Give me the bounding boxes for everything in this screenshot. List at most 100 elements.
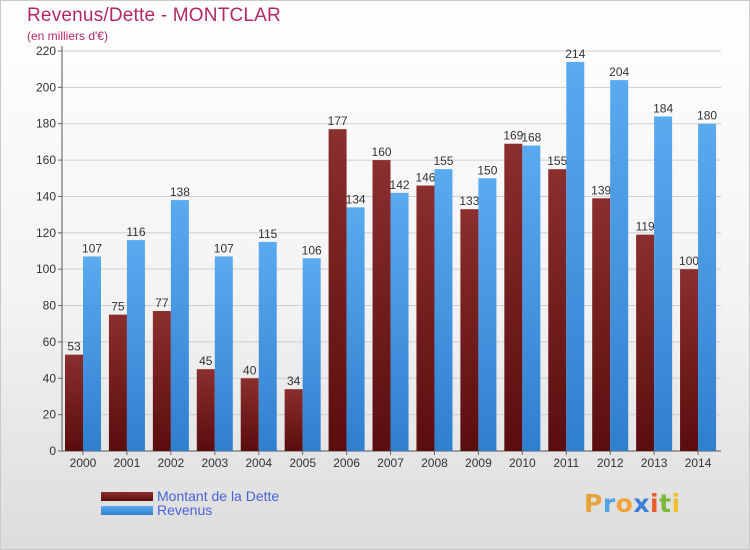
logo-letter: P (584, 489, 603, 518)
y-tick-label: 200 (36, 80, 56, 94)
data-label: 133 (459, 194, 479, 208)
x-tick-label: 2011 (553, 456, 579, 470)
data-label: 119 (636, 220, 655, 234)
data-label: 168 (521, 131, 541, 145)
y-tick-label: 220 (36, 44, 56, 58)
data-label: 169 (503, 129, 523, 143)
x-tick-label: 2008 (421, 456, 448, 470)
bar-revenue (170, 200, 189, 451)
x-tick-label: 2005 (289, 456, 316, 470)
bar-revenue (434, 169, 453, 451)
bar-revenue (522, 145, 541, 451)
data-label: 139 (591, 183, 611, 197)
x-tick-label: 2010 (509, 456, 536, 470)
chart-title: Revenus/Dette - MONTCLAR (27, 5, 281, 26)
data-label: 40 (243, 363, 257, 377)
legend-swatch-revenue (101, 505, 153, 515)
data-label: 134 (346, 192, 366, 206)
data-label: 107 (82, 241, 102, 255)
data-label: 160 (372, 145, 392, 159)
data-label: 107 (214, 241, 234, 255)
x-tick-label: 2012 (597, 456, 624, 470)
bar-revenue (214, 256, 233, 451)
x-tick-label: 2001 (114, 456, 141, 470)
legend-label-debt: Montant de la Dette (157, 488, 280, 504)
logo-letter: t (659, 489, 672, 518)
y-tick-label: 100 (36, 262, 56, 276)
bar-debt (284, 389, 303, 451)
proxiti-logo: Proxiti (584, 489, 681, 518)
bar-revenue (698, 123, 717, 452)
x-tick-label: 2014 (685, 456, 712, 470)
data-label: 150 (477, 163, 497, 177)
legend-item-debt: Montant de la Dette (101, 488, 279, 504)
y-tick-label: 120 (36, 226, 56, 240)
x-tick-label: 2004 (245, 456, 272, 470)
bar-revenue (478, 178, 497, 452)
logo-letter: x (633, 489, 650, 518)
data-label: 106 (302, 243, 322, 257)
y-tick-label: 20 (43, 408, 57, 422)
data-label: 146 (415, 171, 435, 185)
bar-debt (416, 185, 435, 451)
chart-subtitle: (en milliers d'€) (27, 29, 108, 43)
y-tick-label: 40 (43, 371, 57, 385)
bar-debt (372, 160, 391, 451)
x-tick-label: 2000 (70, 456, 97, 470)
data-label: 142 (390, 178, 410, 192)
data-label: 138 (170, 185, 190, 199)
bar-debt (240, 378, 259, 451)
bar-debt (65, 354, 83, 451)
x-tick-label: 2007 (377, 456, 404, 470)
bar-revenue (566, 61, 585, 452)
y-tick-label: 60 (43, 335, 57, 349)
x-tick-label: 2006 (333, 456, 360, 470)
data-label: 116 (126, 225, 145, 239)
data-label: 115 (258, 227, 277, 241)
bar-debt (460, 209, 479, 451)
data-label: 155 (547, 154, 567, 168)
data-label: 155 (433, 154, 453, 168)
legend-label-revenue: Revenus (157, 502, 213, 518)
bar-debt (636, 234, 655, 451)
data-label: 180 (697, 109, 717, 123)
logo-letter: i (671, 489, 681, 518)
data-label: 45 (199, 354, 213, 368)
y-tick-label: 140 (36, 189, 56, 203)
y-tick-label: 80 (43, 299, 57, 313)
bar-debt (196, 369, 215, 451)
x-tick-label: 2009 (465, 456, 492, 470)
bar-revenue (610, 80, 629, 451)
bar-debt (152, 311, 171, 451)
bar-revenue (390, 192, 409, 451)
x-tick-label: 2013 (641, 456, 668, 470)
bar-revenue (346, 207, 365, 451)
legend-swatch-debt (101, 491, 153, 501)
bar-revenue (258, 241, 277, 451)
data-label: 204 (609, 65, 629, 79)
y-tick-label: 180 (36, 117, 56, 131)
legend-item-revenue: Revenus (101, 502, 212, 518)
logo-letter: i (650, 489, 660, 518)
data-label: 34 (287, 374, 301, 388)
data-label: 100 (679, 254, 699, 268)
bar-debt (548, 169, 567, 451)
data-label: 77 (155, 296, 169, 310)
bar-revenue (83, 256, 101, 451)
bar-debt (504, 143, 523, 451)
logo-letter: r (602, 489, 616, 518)
data-label: 184 (653, 101, 673, 115)
data-label: 75 (111, 300, 125, 314)
data-label: 214 (565, 47, 585, 61)
x-tick-label: 2002 (158, 456, 185, 470)
x-tick-label: 2003 (201, 456, 228, 470)
bar-debt (592, 198, 611, 451)
bar-revenue (126, 240, 145, 451)
logo-letter: o (615, 489, 634, 518)
bar-debt (108, 314, 127, 451)
y-tick-label: 160 (36, 153, 56, 167)
bar-revenue (302, 258, 321, 451)
bar-debt (680, 269, 699, 451)
